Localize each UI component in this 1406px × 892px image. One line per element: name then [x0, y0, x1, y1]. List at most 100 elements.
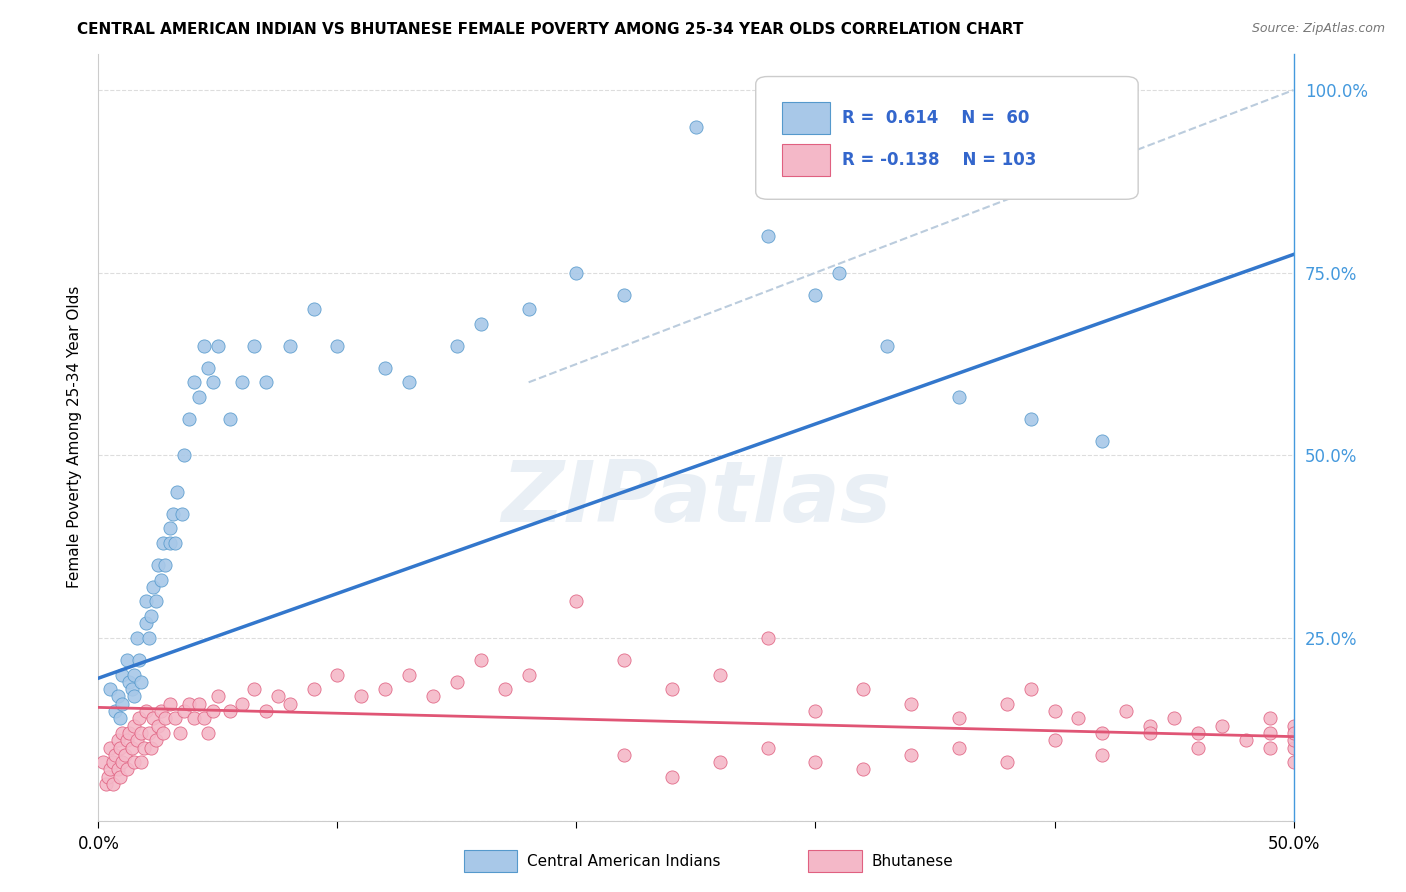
Point: [1019, 412, 1042, 426]
Text: CENTRAL AMERICAN INDIAN VS BHUTANESE FEMALE POVERTY AMONG 25-34 YEAR OLDS CORREL: CENTRAL AMERICAN INDIAN VS BHUTANESE FEM…: [77, 22, 1024, 37]
Point: [398, 376, 420, 390]
Point: [135, 594, 157, 608]
Point: [948, 740, 970, 755]
Point: [159, 697, 181, 711]
Point: [139, 609, 162, 624]
Point: [995, 697, 1018, 711]
Point: [613, 653, 636, 667]
Point: [685, 120, 707, 134]
Point: [135, 616, 157, 631]
Point: [374, 682, 396, 697]
Point: [254, 704, 277, 718]
Point: [197, 726, 219, 740]
Point: [142, 711, 165, 725]
Point: [446, 339, 468, 353]
Point: [111, 697, 134, 711]
Point: [661, 682, 683, 697]
Point: [207, 339, 229, 353]
Point: [98, 682, 122, 697]
Point: [121, 740, 143, 755]
Point: [152, 726, 174, 740]
Point: [183, 376, 205, 390]
Point: [98, 763, 122, 777]
Point: [1234, 733, 1257, 747]
Point: [1043, 704, 1066, 718]
Point: [900, 747, 922, 762]
Point: [145, 594, 167, 608]
Point: [995, 755, 1018, 769]
Point: [231, 376, 253, 390]
Point: [162, 507, 184, 521]
Point: [709, 667, 731, 681]
Point: [104, 747, 127, 762]
Point: [155, 558, 177, 572]
Point: [828, 266, 851, 280]
Point: [804, 704, 827, 718]
Point: [374, 360, 396, 375]
Point: [446, 674, 468, 689]
Point: [876, 339, 898, 353]
Point: [613, 287, 636, 301]
Point: [254, 376, 277, 390]
Point: [98, 740, 122, 755]
Text: ZIPatlas: ZIPatlas: [501, 457, 891, 540]
Point: [111, 667, 134, 681]
Point: [148, 719, 170, 733]
FancyBboxPatch shape: [756, 77, 1139, 199]
Point: [565, 266, 588, 280]
Point: [149, 704, 172, 718]
Point: [661, 770, 683, 784]
Point: [163, 536, 186, 550]
Point: [804, 755, 827, 769]
Point: [131, 674, 153, 689]
Point: [118, 726, 141, 740]
Point: [1282, 740, 1305, 755]
Point: [108, 711, 131, 725]
Point: [124, 667, 146, 681]
Point: [94, 777, 117, 791]
Text: Bhutanese: Bhutanese: [872, 855, 953, 869]
Point: [1043, 733, 1066, 747]
Point: [101, 777, 124, 791]
Point: [1115, 704, 1137, 718]
Point: [121, 682, 143, 697]
Point: [118, 674, 141, 689]
Point: [124, 755, 146, 769]
Point: [132, 740, 155, 755]
Point: [756, 631, 779, 645]
Point: [1282, 719, 1305, 733]
Point: [422, 690, 444, 704]
Point: [1282, 726, 1305, 740]
Point: [243, 682, 266, 697]
Point: [108, 740, 131, 755]
Point: [326, 339, 349, 353]
Point: [193, 339, 215, 353]
Point: [124, 690, 146, 704]
Point: [107, 690, 129, 704]
Point: [149, 573, 172, 587]
Point: [131, 755, 153, 769]
Point: [111, 755, 134, 769]
Point: [302, 682, 325, 697]
Point: [1067, 711, 1090, 725]
Point: [193, 711, 215, 725]
Point: [278, 697, 301, 711]
Point: [1211, 719, 1233, 733]
Point: [326, 667, 349, 681]
Point: [1282, 755, 1305, 769]
Point: [267, 690, 290, 704]
Point: [115, 733, 138, 747]
Point: [1258, 726, 1281, 740]
Point: [142, 580, 165, 594]
Point: [111, 726, 134, 740]
Point: [1258, 740, 1281, 755]
Point: [350, 690, 373, 704]
Point: [135, 704, 157, 718]
Point: [494, 682, 516, 697]
Point: [202, 376, 225, 390]
FancyBboxPatch shape: [782, 144, 830, 177]
Point: [565, 594, 588, 608]
Point: [138, 631, 160, 645]
Point: [179, 412, 201, 426]
Point: [1258, 711, 1281, 725]
